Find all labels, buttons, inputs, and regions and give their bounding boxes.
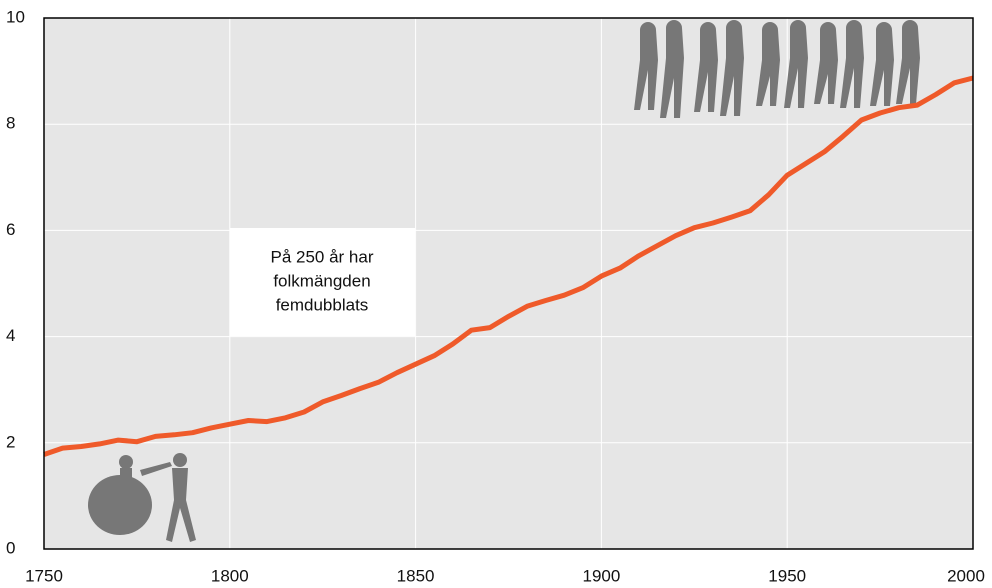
- y-tick-label: 4: [6, 326, 15, 345]
- x-tick-label: 1850: [397, 566, 435, 585]
- y-tick-label: 2: [6, 432, 15, 451]
- y-tick-label: 6: [6, 220, 15, 239]
- y-tick-label: 0: [6, 538, 15, 557]
- annotation-text: folkmängden: [273, 271, 370, 290]
- x-tick-label: 1750: [25, 566, 63, 585]
- x-tick-label: 1950: [768, 566, 806, 585]
- annotation-text: femdubblats: [276, 295, 369, 314]
- x-tick-label: 2000: [947, 566, 985, 585]
- annotation: På 250 år har folkmängden femdubblats: [270, 247, 373, 314]
- chart: På 250 år har folkmängden femdubblats 0 2 4 6…: [0, 0, 992, 588]
- annotation-text: På 250 år har: [270, 247, 373, 266]
- x-tick-label: 1900: [582, 566, 620, 585]
- y-tick-label: 8: [6, 114, 15, 133]
- y-tick-label: 10: [6, 7, 25, 26]
- x-tick-label: 1800: [211, 566, 249, 585]
- page: På 250 år har folkmängden femdubblats 0 2 4 6…: [0, 0, 992, 588]
